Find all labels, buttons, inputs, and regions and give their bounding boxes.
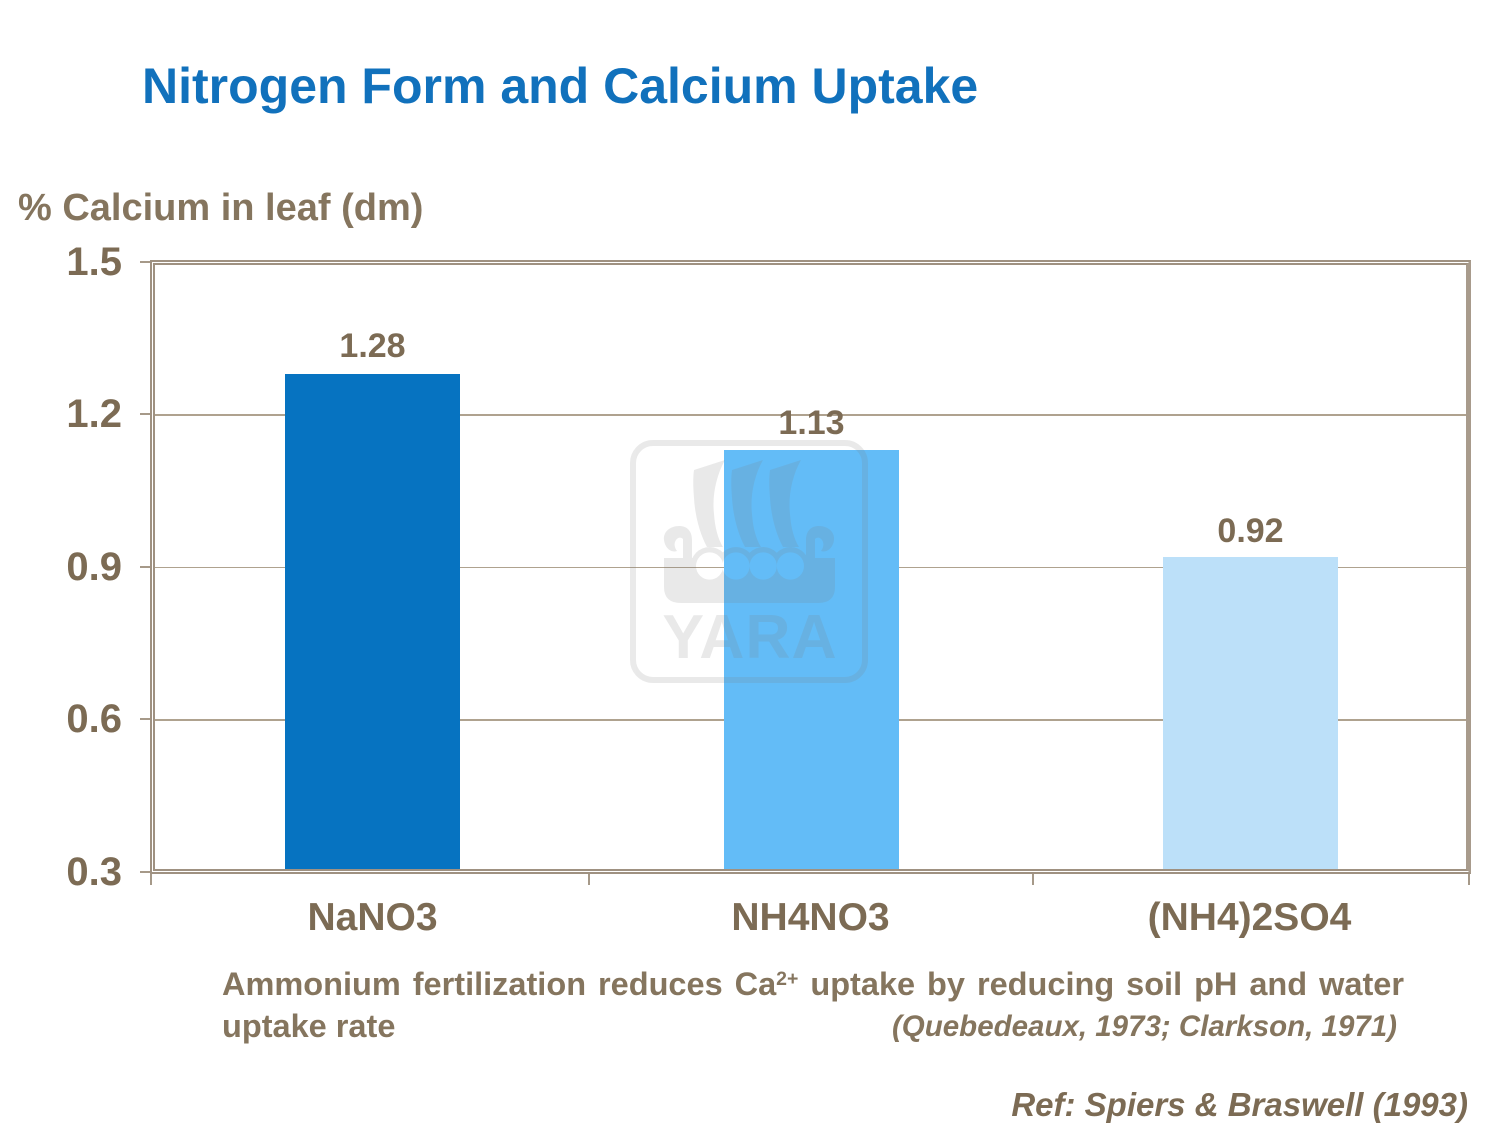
svg-text:YARA: YARA [662, 602, 837, 672]
